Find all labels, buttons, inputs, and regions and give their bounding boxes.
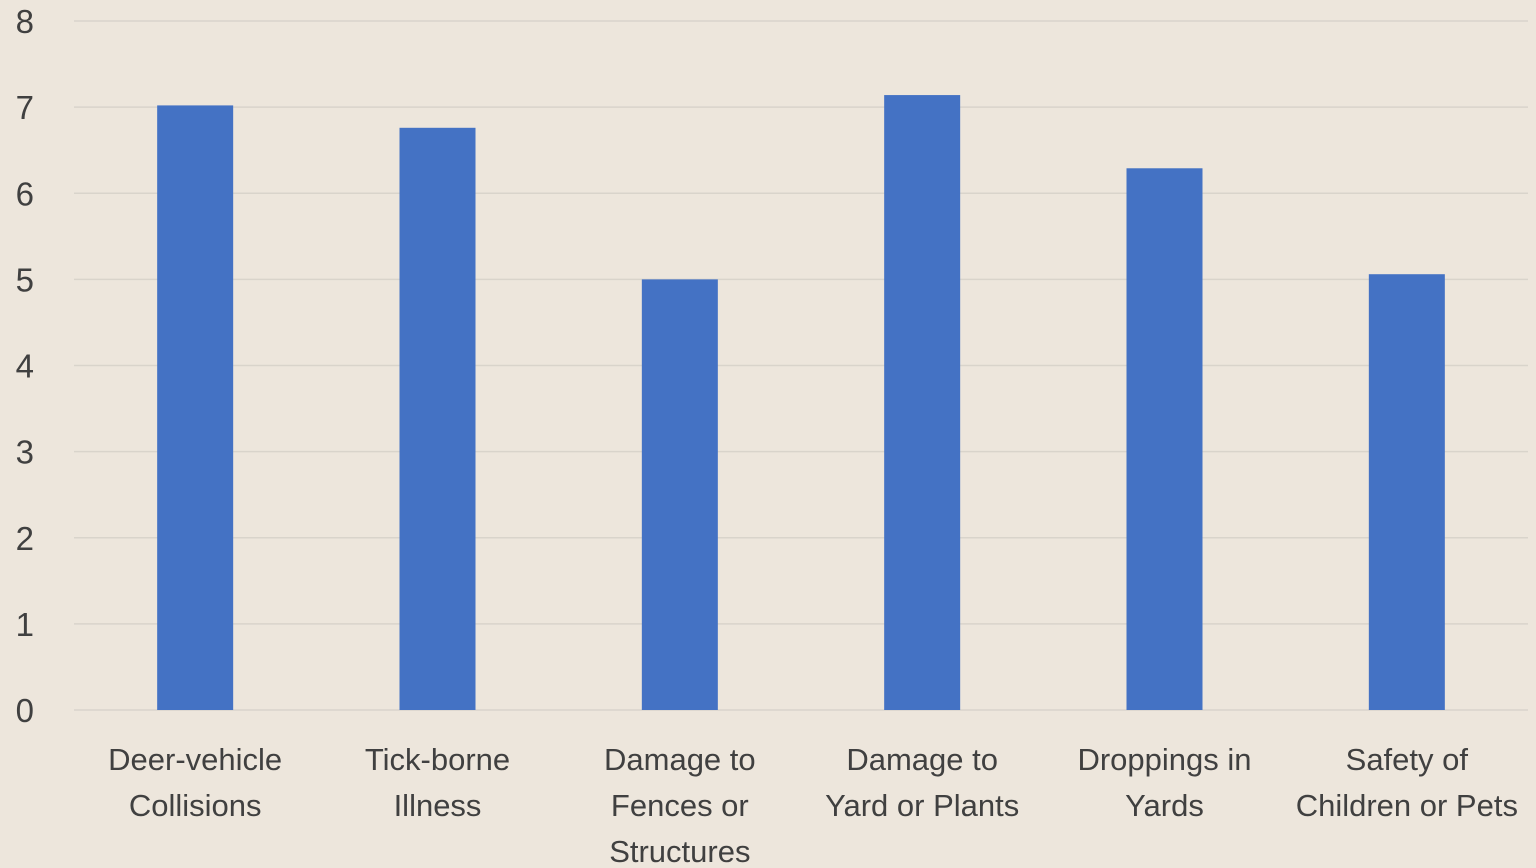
y-tick-label: 7 — [16, 89, 34, 126]
x-category-label-line: Fences or — [611, 788, 749, 823]
gridlines — [74, 20, 1528, 711]
x-category-label-line: Collisions — [129, 788, 262, 823]
bars — [157, 95, 1445, 711]
y-tick-label: 1 — [16, 606, 34, 643]
y-tick-label: 4 — [16, 348, 34, 385]
x-category-label-line: Yard or Plants — [825, 788, 1019, 823]
y-tick-label: 3 — [16, 434, 34, 471]
x-category-label: Damage to Fences or Structures — [604, 742, 756, 868]
x-category-label-line: Illness — [394, 788, 482, 823]
x-category-label: Deer-vehicle Collisions — [108, 742, 282, 823]
x-category-label-line: Damage to — [604, 742, 756, 777]
bar — [641, 279, 718, 710]
x-category-label: Tick-borne Illness — [365, 742, 510, 823]
y-tick-label: 6 — [16, 175, 34, 212]
x-category-label-line: Damage to — [846, 742, 998, 777]
x-category-label-line: Tick-borne — [365, 742, 510, 777]
x-category-label: Droppings in Yards — [1077, 742, 1251, 823]
x-category-label-line: Children or Pets — [1296, 788, 1518, 823]
x-category-label-line: Structures — [609, 834, 750, 868]
x-category-label: Safety of Children or Pets — [1296, 742, 1518, 823]
y-tick-label: 5 — [16, 261, 34, 298]
bar — [1126, 168, 1203, 710]
bar — [884, 95, 961, 710]
y-tick-label: 8 — [16, 3, 34, 40]
bar — [399, 127, 476, 711]
x-category-label-line: Droppings in — [1077, 742, 1251, 777]
x-category-label-line: Safety of — [1346, 742, 1469, 777]
x-category-label: Damage to Yard or Plants — [825, 742, 1019, 823]
y-tick-label: 2 — [16, 520, 34, 557]
x-category-label-line: Yards — [1125, 788, 1204, 823]
x-axis-category-labels: Deer-vehicle Collisions Tick-borne Illness D… — [108, 742, 1518, 868]
y-axis-tick-labels: 0 1 2 3 4 5 6 7 8 — [16, 3, 34, 729]
y-tick-label: 0 — [16, 692, 34, 729]
x-category-label-line: Deer-vehicle — [108, 742, 282, 777]
bar — [1368, 274, 1445, 710]
bar — [157, 105, 234, 711]
